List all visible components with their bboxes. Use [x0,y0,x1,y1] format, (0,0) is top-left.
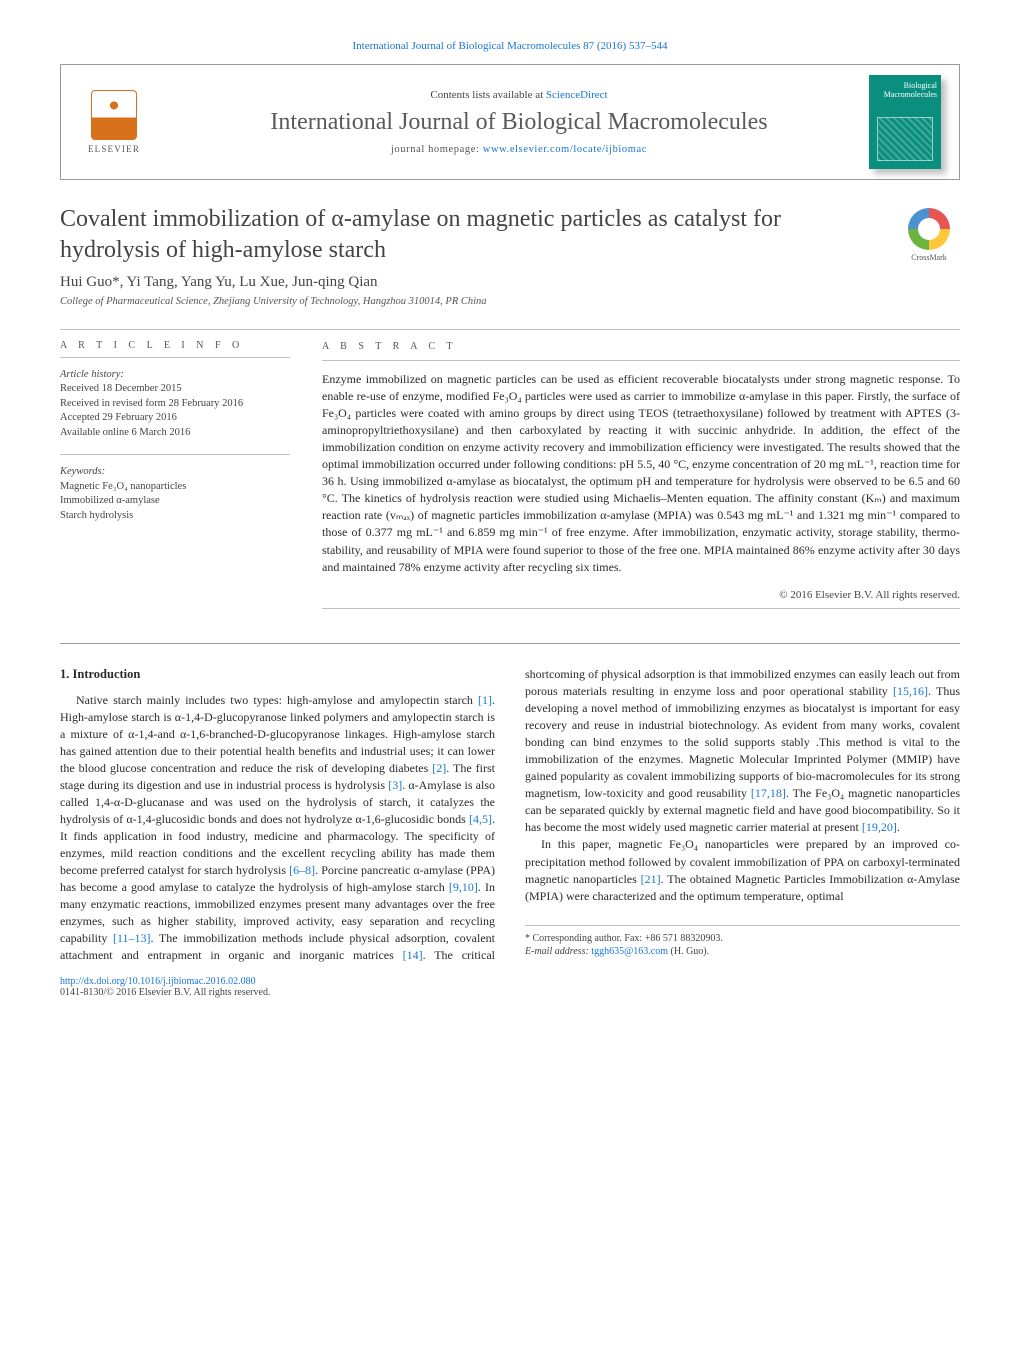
citation-link[interactable]: [4,5] [469,812,492,826]
running-header-link[interactable]: International Journal of Biological Macr… [353,40,668,52]
abstract-column: A B S T R A C T Enzyme immobilized on ma… [322,340,960,619]
publisher-name: ELSEVIER [88,144,140,154]
divider [60,454,290,455]
citation-link[interactable]: [14] [403,948,423,962]
issn-copyright: 0141-8130/© 2016 Elsevier B.V. All right… [60,987,960,998]
email-line: E-mail address: tggh635@163.com (H. Guo)… [525,945,960,959]
journal-name: International Journal of Biological Macr… [169,109,869,136]
divider [322,608,960,609]
header-center: Contents lists available at ScienceDirec… [169,89,869,155]
keyword-line: Starch hydrolysis [60,509,290,523]
history-label: Article history: [60,368,290,382]
doi-link[interactable]: http://dx.doi.org/10.1016/j.ijbiomac.201… [60,976,256,987]
body-text: Native starch mainly includes two types:… [76,693,478,707]
citation-link[interactable]: [15,16] [893,684,928,698]
citation-link[interactable]: [17,18] [751,786,786,800]
email-link[interactable]: tggh635@163.com [591,946,668,957]
affiliation: College of Pharmaceutical Science, Zheji… [60,296,960,307]
citation-link[interactable]: [9,10] [449,880,478,894]
journal-header-box: ELSEVIER Contents lists available at Sci… [60,64,960,180]
email-suffix: (H. Guo). [668,946,709,957]
crossmark-label: CrossMark [911,253,947,262]
citation-link[interactable]: [6–8] [289,863,315,877]
keyword-line: Magnetic Fe₃O₄ nanoparticles [60,480,290,494]
doi-block: http://dx.doi.org/10.1016/j.ijbiomac.201… [60,976,960,998]
keywords-block: Keywords: Magnetic Fe₃O₄ nanoparticles I… [60,465,290,523]
citation-link[interactable]: [3] [388,778,402,792]
abstract-heading: A B S T R A C T [322,340,960,354]
article-info-heading: A R T I C L E I N F O [60,340,290,351]
citation-link[interactable]: [21] [641,872,661,886]
body-text: . [897,820,900,834]
body-paragraph: In this paper, magnetic Fe₃O₄ nanopartic… [525,836,960,904]
body-paragraph: Native starch mainly includes two types:… [60,666,960,964]
corresponding-author-line: * Corresponding author. Fax: +86 571 883… [525,932,960,946]
crossmark-icon [908,208,950,250]
keyword-line: Immobilized α-amylase [60,494,290,508]
divider [60,357,290,358]
journal-homepage-line: journal homepage: www.elsevier.com/locat… [169,144,869,155]
homepage-link[interactable]: www.elsevier.com/locate/ijbiomac [483,144,647,155]
citation-link[interactable]: [1] [478,693,492,707]
abstract-text: Enzyme immobilized on magnetic particles… [322,371,960,575]
keywords-label: Keywords: [60,465,290,479]
contents-prefix: Contents lists available at [430,89,545,101]
history-line: Accepted 29 February 2016 [60,411,290,425]
authors-line: Hui Guo*, Yi Tang, Yang Yu, Lu Xue, Jun-… [60,274,960,291]
homepage-prefix: journal homepage: [391,144,483,155]
article-info-column: A R T I C L E I N F O Article history: R… [60,340,290,619]
divider [60,329,960,330]
body-two-column: 1. Introduction Native starch mainly inc… [60,666,960,964]
history-line: Available online 6 March 2016 [60,426,290,440]
cover-label: Biological Macromolecules [873,81,937,99]
citation-link[interactable]: [19,20] [862,820,897,834]
section-divider [60,643,960,644]
elsevier-tree-icon [91,90,137,140]
journal-cover-thumbnail: Biological Macromolecules [869,75,941,169]
article-history-block: Article history: Received 18 December 20… [60,368,290,440]
contents-available-line: Contents lists available at ScienceDirec… [169,89,869,101]
citation-link[interactable]: [11–13] [113,931,151,945]
history-line: Received 18 December 2015 [60,382,290,396]
running-header: International Journal of Biological Macr… [60,40,960,52]
sciencedirect-link[interactable]: ScienceDirect [546,89,608,101]
crossmark-badge[interactable]: CrossMark [898,204,960,266]
cover-art-icon [877,117,933,161]
meta-abstract-row: A R T I C L E I N F O Article history: R… [60,340,960,619]
divider [322,360,960,361]
body-text: . Thus developing a novel method of immo… [525,684,960,800]
intro-heading: 1. Introduction [60,666,495,684]
footnote-block: * Corresponding author. Fax: +86 571 883… [525,925,960,959]
email-label: E-mail address: [525,946,591,957]
copyright-line: © 2016 Elsevier B.V. All rights reserved… [322,588,960,604]
publisher-logo: ELSEVIER [79,83,149,161]
citation-link[interactable]: [2] [432,761,446,775]
article-title: Covalent immobilization of α-amylase on … [60,204,898,265]
history-line: Received in revised form 28 February 201… [60,397,290,411]
